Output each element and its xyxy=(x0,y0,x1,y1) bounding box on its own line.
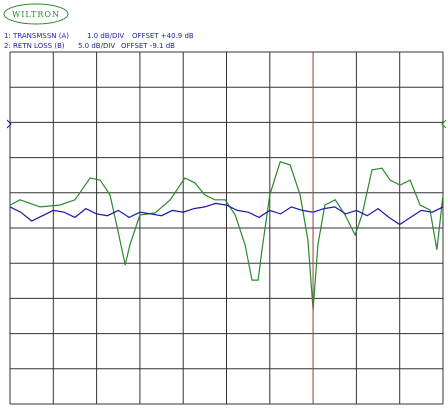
trace xyxy=(9,161,444,311)
channel-scale: 5.0 dB/DIV xyxy=(78,42,115,50)
channel-scale: 1.0 dB/DIV xyxy=(87,32,124,40)
channel-label: 1: TRANSMSSN (A) xyxy=(4,32,69,40)
plot xyxy=(9,51,444,405)
logo: WILTRON xyxy=(12,10,60,19)
channel-label: 2: RETN LOSS (B) xyxy=(4,42,65,50)
channel-offset: OFFSET +40.9 dB xyxy=(132,32,194,40)
ref-marker xyxy=(6,119,12,129)
trace xyxy=(9,202,444,226)
channel-offset: OFFSET -9.1 dB xyxy=(121,42,175,50)
logo-frame xyxy=(3,3,69,25)
ref-marker xyxy=(441,119,447,129)
